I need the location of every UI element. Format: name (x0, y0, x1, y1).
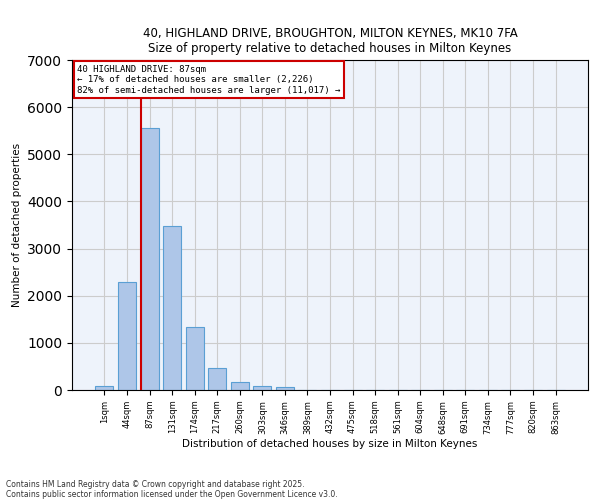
Bar (95, 386, 113, 390)
Bar (185, 328, 204, 390)
Text: 40 HIGHLAND DRIVE: 87sqm
← 17% of detached houses are smaller (2,226)
82% of sem: 40 HIGHLAND DRIVE: 87sqm ← 17% of detach… (77, 65, 341, 95)
X-axis label: Distribution of detached houses by size in Milton Keynes: Distribution of detached houses by size … (182, 440, 478, 450)
Bar (231, 382, 249, 390)
Bar (163, 226, 181, 390)
Bar (253, 386, 271, 390)
Title: 40, HIGHLAND DRIVE, BROUGHTON, MILTON KEYNES, MK10 7FA
Size of property relative: 40, HIGHLAND DRIVE, BROUGHTON, MILTON KE… (143, 26, 517, 54)
Text: Contains HM Land Registry data © Crown copyright and database right 2025.
Contai: Contains HM Land Registry data © Crown c… (6, 480, 338, 499)
Bar (140, 128, 158, 390)
Y-axis label: Number of detached properties: Number of detached properties (11, 143, 22, 307)
Bar (208, 368, 226, 390)
Bar (276, 388, 294, 390)
Bar (118, 282, 136, 390)
